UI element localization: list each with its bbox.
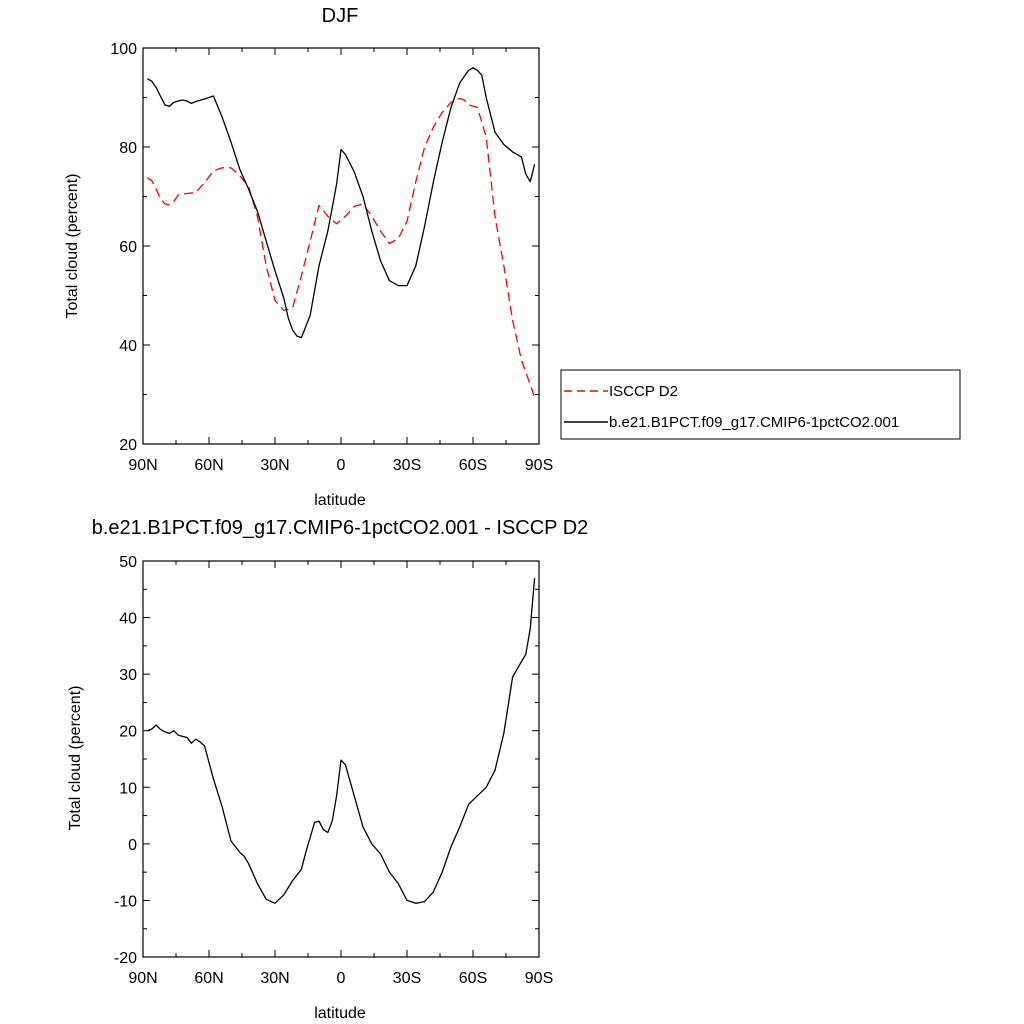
- panel-top-xtick-label: 90S: [525, 457, 553, 474]
- panel-bottom-xtick-label: 0: [337, 970, 346, 987]
- panel-top-xtick-label: 30N: [260, 457, 289, 474]
- panel-top-x-axis: 90N 60N 30N 0 30S 60S 90S: [128, 48, 553, 474]
- panel-bottom-x-axis: 90N 60N 30N 0 30S 60S 90S: [128, 561, 553, 987]
- panel-bottom-title: b.e21.B1PCT.f09_g17.CMIP6-1pctCO2.001 - …: [92, 517, 589, 539]
- panel-top-frame: [142, 47, 540, 445]
- panel-bottom-ytick-label: 10: [119, 780, 137, 797]
- panel-bottom-xtick-label: 60N: [194, 970, 223, 987]
- panel-top-ylabel: Total cloud (percent): [64, 174, 81, 319]
- panel-top-y-axis: 20 40 60 80 100: [110, 41, 539, 454]
- panel-bottom-series-group: [147, 577, 536, 904]
- panel-top-series-line-0: [147, 97, 536, 398]
- legend: ISCCP D2 b.e21.B1PCT.f09_g17.CMIP6-1pctC…: [560, 369, 961, 440]
- panel-top-ytick-label: 20: [119, 437, 137, 454]
- panel-bottom-ytick-label: 0: [128, 837, 137, 854]
- panel-top-ytick-label: 60: [119, 239, 137, 256]
- panel-top-ytick-label: 80: [119, 140, 137, 157]
- legend-label-isccp: ISCCP D2: [609, 383, 678, 400]
- panel-bottom-ytick-label: 30: [119, 667, 137, 684]
- panel-bottom-frame: [142, 560, 540, 958]
- panel-bottom-ytick-label: 40: [119, 611, 137, 628]
- panel-top-xtick-label: 60N: [194, 457, 223, 474]
- panel-bottom-xtick-label: 30N: [260, 970, 289, 987]
- panel-top-ytick-label: 40: [119, 338, 137, 355]
- panel-bottom-xtick-label: 90S: [525, 970, 553, 987]
- panel-top-title: DJF: [322, 5, 359, 27]
- panel-top-series-group: [147, 67, 536, 398]
- panel-bottom: b.e21.B1PCT.f09_g17.CMIP6-1pctCO2.001 - …: [67, 517, 588, 1022]
- panel-top-series-line-1: [147, 67, 536, 339]
- panel-bottom-y-axis: -20 -10 0 10 20 30 40 50: [114, 554, 539, 967]
- panel-bottom-xtick-label: 90N: [128, 970, 157, 987]
- panel-top-xtick-label: 90N: [128, 457, 157, 474]
- panel-top: DJF 20 40 60 80 100 90N 60N 30N 0 30S 60S 90S lati…: [64, 5, 553, 509]
- panel-bottom-ytick-label: 20: [119, 724, 137, 741]
- panel-bottom-series-line-0: [147, 577, 536, 904]
- panel-top-ytick-label: 100: [110, 41, 137, 58]
- legend-label-model: b.e21.B1PCT.f09_g17.CMIP6-1pctCO2.001: [609, 414, 899, 431]
- panel-bottom-ytick-label: -20: [114, 950, 137, 967]
- panel-bottom-xtick-label: 30S: [393, 970, 421, 987]
- panel-bottom-ylabel: Total cloud (percent): [67, 686, 84, 831]
- panel-top-xlabel: latitude: [314, 492, 366, 509]
- panel-bottom-ytick-label: 50: [119, 554, 137, 571]
- panel-top-xtick-label: 30S: [393, 457, 421, 474]
- legend-box: [560, 369, 961, 440]
- panel-bottom-ytick-label: -10: [114, 893, 137, 910]
- panel-bottom-xtick-label: 60S: [459, 970, 487, 987]
- panel-bottom-xlabel: latitude: [314, 1005, 366, 1022]
- panel-top-xtick-label: 60S: [459, 457, 487, 474]
- panel-top-xtick-label: 0: [337, 457, 346, 474]
